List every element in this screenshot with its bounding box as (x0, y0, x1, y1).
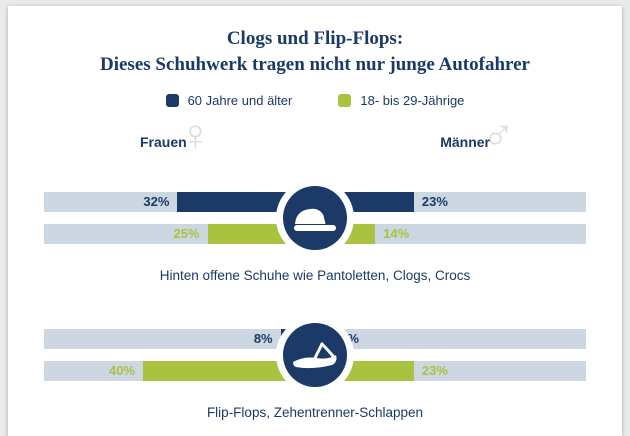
title-line-2: Dieses Schuhwerk tragen nicht nur junge … (100, 53, 530, 75)
value-label-maenner: 23% (421, 194, 448, 210)
column-header-frauen: ♀ Frauen (140, 114, 212, 158)
female-symbol-icon: ♀ (178, 111, 212, 161)
legend: 60 Jahre und älter 18- bis 29-Jährige (44, 93, 586, 108)
clog-shoe-icon (283, 186, 347, 251)
value-label-maenner: 23% (421, 363, 448, 379)
column-label-maenner: Männer (440, 134, 490, 151)
male-symbol-icon: ♂ (482, 111, 515, 161)
legend-item-18-29: 18- bis 29-Jährige (338, 93, 464, 108)
legend-label-18-29: 18- bis 29-Jährige (360, 93, 465, 109)
group-caption-clogs: Hinten offene Schuhe wie Pantoletten, Cl… (159, 268, 471, 284)
bar-pair-flipflops: 8% 4% 40% 23% (44, 316, 586, 395)
infographic-card: Clogs und Flip-Flops: Dieses Schuhwerk t… (8, 6, 622, 436)
bar-pair-clogs: 32% 23% 25% 14% (44, 179, 586, 258)
chart-group-flipflops: 8% 4% 40% 23% Flip-Flops, Zehentren (44, 316, 586, 421)
flip-flop-icon (283, 323, 347, 388)
flip-flop-badge (276, 316, 354, 395)
bar-fill-frauen (143, 361, 315, 382)
title-line-1: Clogs und Flip-Flops: (226, 28, 404, 49)
chart-group-clogs: 32% 23% 25% 14% Hinten offene Schuhe wie… (44, 179, 586, 284)
legend-item-60plus: 60 Jahre und älter (165, 93, 293, 109)
page-title: Clogs und Flip-Flops: Dieses Schuhwerk t… (44, 26, 586, 77)
value-label-frauen: 25% (173, 226, 200, 242)
legend-swatch-navy-icon (165, 94, 179, 108)
column-header-maenner: ♂ Männer (440, 114, 515, 158)
value-label-maenner: 14% (383, 226, 410, 242)
column-headers: ♀ Frauen ♂ Männer (44, 114, 586, 158)
value-label-frauen: 32% (143, 194, 170, 210)
value-label-frauen: 40% (108, 363, 135, 379)
value-label-frauen: 8% (253, 331, 273, 347)
legend-swatch-green-icon (338, 94, 352, 108)
group-caption-flipflops: Flip-Flops, Zehentrenner-Schlappen (206, 405, 424, 421)
clog-shoe-badge (276, 179, 354, 258)
column-label-frauen: Frauen (140, 134, 187, 151)
legend-label-60plus: 60 Jahre und älter (187, 93, 293, 109)
